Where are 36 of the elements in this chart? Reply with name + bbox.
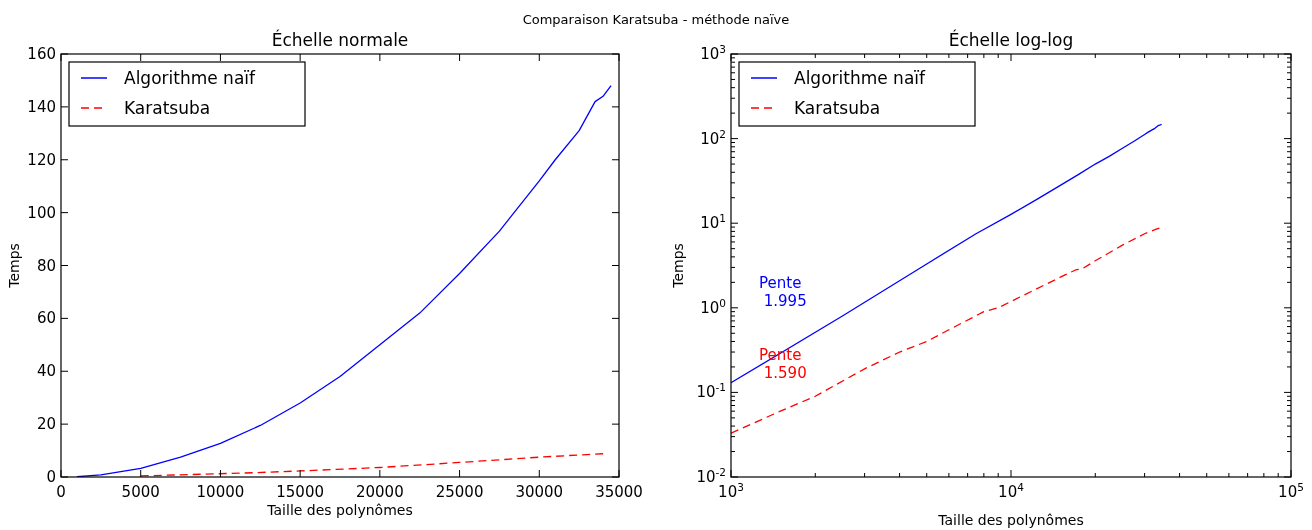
x-tick-label: 5000: [121, 483, 160, 501]
annotation: Pente 1.995: [759, 273, 807, 310]
x-tick-label: 25000: [435, 483, 484, 501]
y-tick-label: 10$^{3}$: [700, 43, 726, 63]
chart-title: Échelle log-log: [948, 29, 1074, 50]
x-tick-label: 30000: [515, 483, 564, 501]
legend-label: Karatsuba: [124, 98, 211, 118]
chart-title: Échelle normale: [271, 29, 409, 50]
x-tick-label: 10$^{4}$: [998, 481, 1025, 501]
y-tick-label: 20: [36, 415, 56, 434]
y-tick-label: 10$^{0}$: [700, 296, 726, 317]
x-tick-label: 15000: [276, 483, 324, 501]
legend-label: Karatsuba: [794, 98, 881, 118]
y-tick-label: 160: [27, 45, 56, 63]
legend-label: Algorithme naïf: [124, 68, 257, 88]
x-axis-title: Taille des polynômes: [266, 502, 413, 518]
x-tick-label: 35000: [595, 483, 643, 501]
y-axis-title: Temps: [6, 243, 22, 289]
y-tick-label: 40: [36, 362, 56, 381]
x-axis-title: Taille des polynômes: [937, 512, 1084, 528]
y-tick-label: 10$^{2}$: [700, 127, 726, 148]
y-tick-label: 100: [27, 203, 56, 222]
x-tick-label: 10000: [196, 483, 245, 501]
y-axis-title: Temps: [670, 243, 686, 289]
y-tick-label: 10$^{-1}$: [696, 381, 726, 402]
text: Comparaison Karatsuba - méthode naïve: [522, 12, 790, 27]
line-series: [140, 453, 604, 477]
y-tick-label: 0: [46, 468, 56, 486]
y-tick-label: 10$^{1}$: [700, 212, 726, 233]
x-tick-label: 20000: [356, 483, 404, 501]
x-tick-label: 10$^{5}$: [1278, 481, 1304, 501]
y-tick-label: 80: [36, 256, 56, 275]
y-tick-label: 140: [27, 97, 56, 116]
y-tick-label: 60: [36, 309, 56, 328]
legend-label: Algorithme naïf: [794, 68, 927, 88]
y-tick-label: 120: [27, 150, 56, 169]
